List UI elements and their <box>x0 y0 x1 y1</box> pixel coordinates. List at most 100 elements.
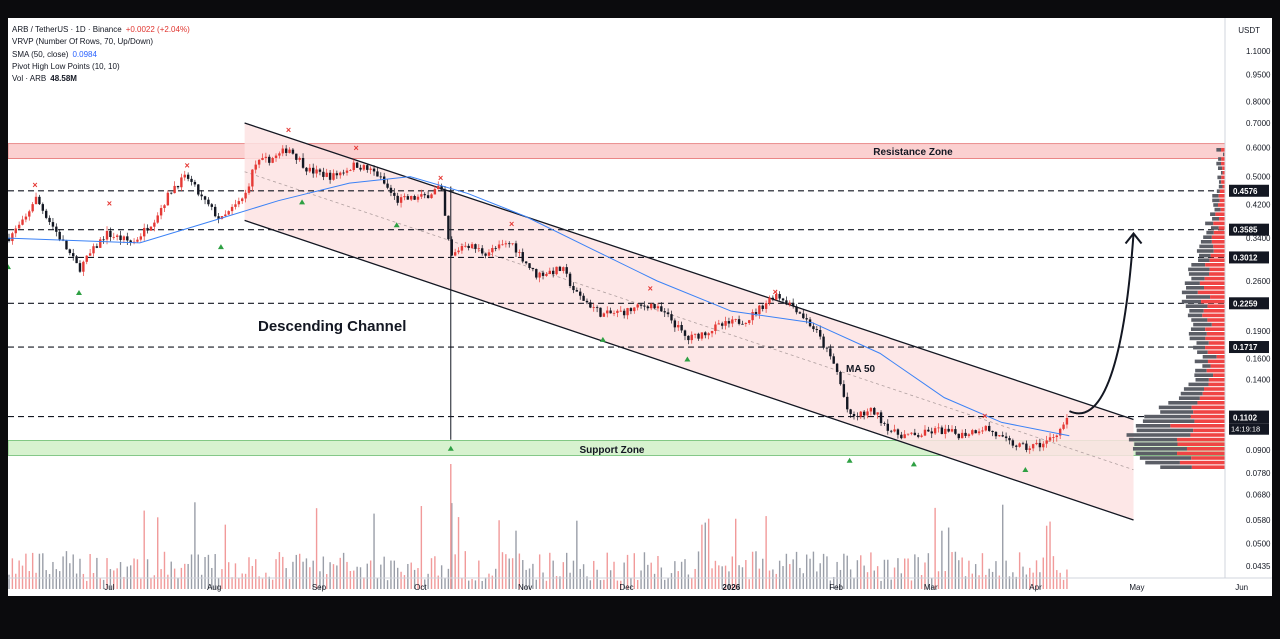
pivot-indicator-label[interactable]: Pivot High Low Points (10, 10) <box>12 61 120 71</box>
vrvp-bar-up <box>1206 332 1225 336</box>
volume-bar <box>123 576 125 589</box>
vrvp-bar-up <box>1193 428 1225 433</box>
candle <box>75 256 78 264</box>
volume-bar <box>153 575 156 589</box>
vrvp-bar-up <box>1207 318 1225 322</box>
candle <box>88 253 92 256</box>
candle <box>24 216 28 220</box>
vrvp-bar-up <box>1222 184 1225 189</box>
x-tick-label: Jun <box>1235 583 1248 592</box>
candle <box>660 306 663 312</box>
vrvp-bar-up <box>1213 221 1225 226</box>
volume-bar <box>549 552 551 589</box>
volume-bar <box>31 552 34 589</box>
volume-bar <box>745 560 747 589</box>
candle <box>727 321 731 324</box>
candle <box>193 181 197 185</box>
volume-bar <box>65 551 68 589</box>
volume-bar <box>508 558 510 589</box>
candle <box>332 173 335 180</box>
candle <box>197 184 200 195</box>
y-tick-label: 0.0580 <box>1246 516 1271 525</box>
candle <box>940 427 944 434</box>
volume-bar <box>731 556 734 589</box>
candle <box>1045 440 1048 444</box>
projection-arrow[interactable] <box>1069 233 1135 415</box>
candle <box>318 169 322 172</box>
candle <box>217 216 220 219</box>
volume-bar <box>444 577 446 589</box>
vrvp-bar-up <box>1221 157 1225 161</box>
volume-bar <box>326 574 328 589</box>
candle <box>687 335 690 341</box>
candle <box>714 324 717 331</box>
volume-bar <box>28 571 30 589</box>
candle <box>920 435 923 437</box>
volume-bar <box>248 557 250 589</box>
candle <box>670 314 673 321</box>
volume-bar <box>440 565 443 589</box>
volume-bar <box>616 580 619 589</box>
candle <box>410 196 413 200</box>
x-tick-label: Sep <box>312 583 327 592</box>
x-tick-label: 2026 <box>722 583 740 592</box>
candle <box>102 239 105 241</box>
candle <box>11 233 14 242</box>
candle <box>186 174 190 179</box>
resistance-zone-label: Resistance Zone <box>873 147 953 158</box>
volume-spike <box>450 464 452 589</box>
vrvp-bar-down <box>1202 355 1217 359</box>
volume-bar <box>464 551 466 589</box>
candle <box>521 252 524 262</box>
volume-bar <box>586 576 588 589</box>
candle <box>893 429 896 432</box>
vrvp-bar-down <box>1223 152 1225 157</box>
volume-bar <box>880 580 882 589</box>
channel-lower-line[interactable] <box>244 219 1134 521</box>
y-tick-label: 0.1600 <box>1246 354 1271 363</box>
volume-bar <box>522 560 524 589</box>
vrvp-indicator-label[interactable]: VRVP (Number Of Rows, 70, Up/Down) <box>12 37 154 47</box>
volume-bar <box>951 552 953 589</box>
volume-bar <box>373 513 375 589</box>
candle <box>288 149 291 153</box>
candle <box>443 189 447 216</box>
candle <box>92 246 95 254</box>
volume-bar <box>62 556 64 589</box>
vrvp-bar-up <box>1221 161 1225 166</box>
candle <box>487 252 491 256</box>
sma-indicator-label[interactable]: SMA (50, close) <box>12 49 69 59</box>
volume-indicator-label[interactable]: Vol · ARB <box>12 74 47 84</box>
vrvp-bar-down <box>1136 428 1194 433</box>
symbol-title[interactable]: ARB / TetherUS · 1D · Binance <box>12 25 122 34</box>
candle <box>558 266 562 271</box>
candle <box>393 192 396 196</box>
volume-bar <box>856 560 859 589</box>
volume-bar <box>349 570 352 589</box>
candle <box>126 236 129 241</box>
candle <box>555 266 558 275</box>
volume-bar <box>451 503 453 589</box>
candle <box>379 176 382 178</box>
vrvp-bar-down <box>1188 272 1210 276</box>
volume-bar <box>623 562 625 589</box>
candle <box>342 172 345 174</box>
candle <box>781 298 785 301</box>
vrvp-bar-up <box>1190 433 1225 437</box>
volume-bar <box>42 553 44 589</box>
vrvp-bar-up <box>1219 217 1225 221</box>
volume-bar <box>346 561 348 589</box>
volume-bar <box>718 565 720 589</box>
ma50-line[interactable] <box>8 176 1070 437</box>
currency-label[interactable]: USDT <box>1238 26 1260 35</box>
vrvp-bar-down <box>1183 387 1205 391</box>
candle <box>261 157 264 160</box>
price-chart[interactable]: × × × × × × × × × × Descending Channel MA 50 Resi… <box>8 18 1272 596</box>
volume-bar <box>59 571 61 589</box>
candle <box>737 319 741 324</box>
candle <box>565 267 568 274</box>
candle <box>889 430 893 432</box>
volume-bar <box>200 574 203 589</box>
channel-upper-line[interactable] <box>244 122 1134 421</box>
candle <box>159 208 163 216</box>
